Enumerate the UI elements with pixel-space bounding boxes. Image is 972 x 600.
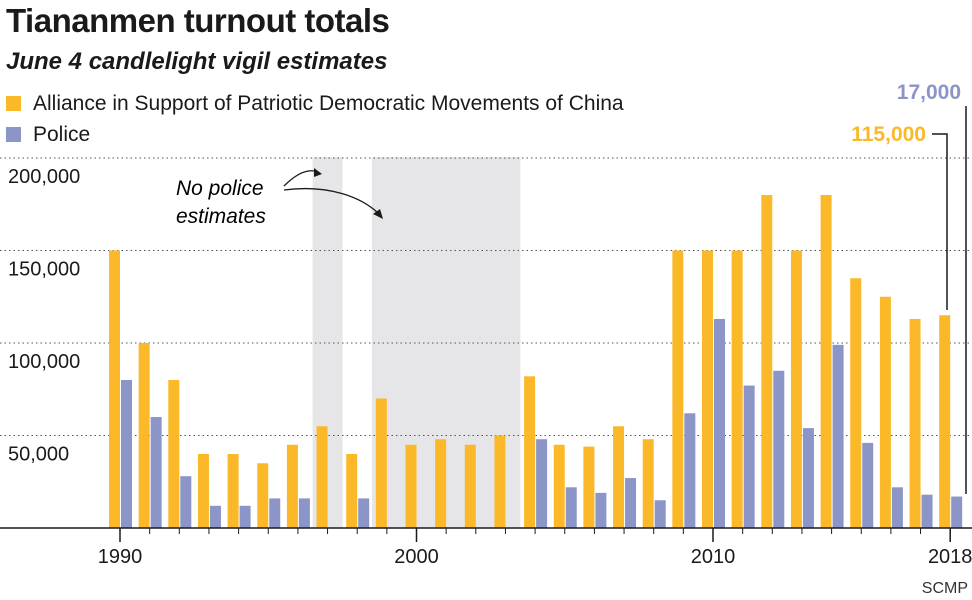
y-tick-label-50000: 50,000 [8,444,69,466]
bar-alliance-2017 [909,318,921,528]
callout-police-2018: 17,000 [897,81,961,104]
y-tick-label-200000: 200,000 [8,166,80,188]
bar-alliance-1996 [286,444,298,528]
legend-label-alliance: Alliance in Support of Patriotic Democra… [33,91,624,115]
bar-police-2009 [684,413,696,528]
legend-item-police: Police [6,119,624,150]
bar-alliance-1991 [138,343,150,528]
bar-alliance-1990 [109,250,120,528]
bar-alliance-1999 [375,398,387,528]
y-tick-label-100000: 100,000 [8,351,80,373]
bar-police-2010 [714,318,725,528]
bar-alliance-2016 [879,296,891,528]
bar-police-2006 [595,492,607,528]
legend-swatch-alliance [6,96,21,111]
legend-item-alliance: Alliance in Support of Patriotic Democra… [6,88,624,119]
bar-alliance-1993 [197,454,209,528]
annotation-arrow-2 [283,187,379,214]
bar-alliance-2002 [464,444,476,528]
bar-alliance-2014 [820,195,832,528]
bar-police-2004 [536,439,548,528]
bar-police-2016 [891,487,903,528]
bar-alliance-2013 [790,250,802,528]
bar-alliance-2001 [435,439,447,528]
bar-alliance-2006 [583,446,595,528]
chart-subtitle: June 4 candlelight vigil estimates [6,48,388,75]
bar-alliance-2015 [850,278,862,528]
bar-alliance-2003 [494,435,506,528]
bar-alliance-2000 [405,444,417,528]
bar-police-1998 [358,498,370,528]
bar-police-1990 [121,380,132,528]
annotation-line-2: estimates [176,205,266,228]
bar-police-2011 [743,385,755,528]
x-tick-label-2000: 2000 [394,546,439,568]
bar-alliance-1997 [316,426,328,528]
callout-alliance-2018: 115,000 [851,123,926,146]
annotation-arrowhead-1 [314,168,322,177]
bar-alliance-2011 [731,250,743,528]
bar-alliance-2010 [702,250,713,528]
bar-police-2012 [773,370,785,528]
x-tick-label-2018: 2018 [928,546,972,568]
bar-alliance-1994 [227,454,239,528]
chart-legend: Alliance in Support of Patriotic Democra… [6,88,624,150]
annotation-line-1: No police [176,177,264,200]
bar-alliance-2004 [524,376,536,528]
bar-police-2017 [921,494,933,528]
x-tick-label-1990: 1990 [98,546,143,568]
bar-police-2007 [625,478,637,528]
bar-alliance-1998 [346,454,358,528]
bar-police-2014 [832,344,844,528]
bar-police-1995 [269,498,281,528]
bar-alliance-1992 [168,380,180,528]
annotation-arrowhead-2 [373,209,383,219]
bar-alliance-1995 [257,463,269,528]
bar-police-1992 [180,476,192,528]
legend-label-police: Police [33,122,91,146]
bar-police-2018 [951,496,963,528]
chart-title: Tiananmen turnout totals [6,2,390,39]
bar-alliance-2005 [553,444,565,528]
bar-police-1996 [298,498,310,528]
bar-alliance-2008 [642,439,654,528]
y-tick-label-150000: 150,000 [8,259,80,281]
bar-alliance-2012 [761,195,773,528]
bar-police-1994 [239,505,251,528]
bar-alliance-2007 [613,426,625,528]
bar-police-2005 [565,487,577,528]
bar-police-1991 [150,417,162,528]
bar-police-2013 [802,428,814,528]
bar-police-2008 [654,500,666,528]
legend-swatch-police [6,127,21,142]
source-label: SCMP [921,580,968,597]
callout-leader-alliance [932,133,948,310]
bar-police-2015 [862,442,874,528]
bar-police-1993 [209,505,221,528]
bar-alliance-2009 [672,250,684,528]
bar-alliance-2018 [939,315,951,528]
x-tick-label-2010: 2010 [691,546,736,568]
